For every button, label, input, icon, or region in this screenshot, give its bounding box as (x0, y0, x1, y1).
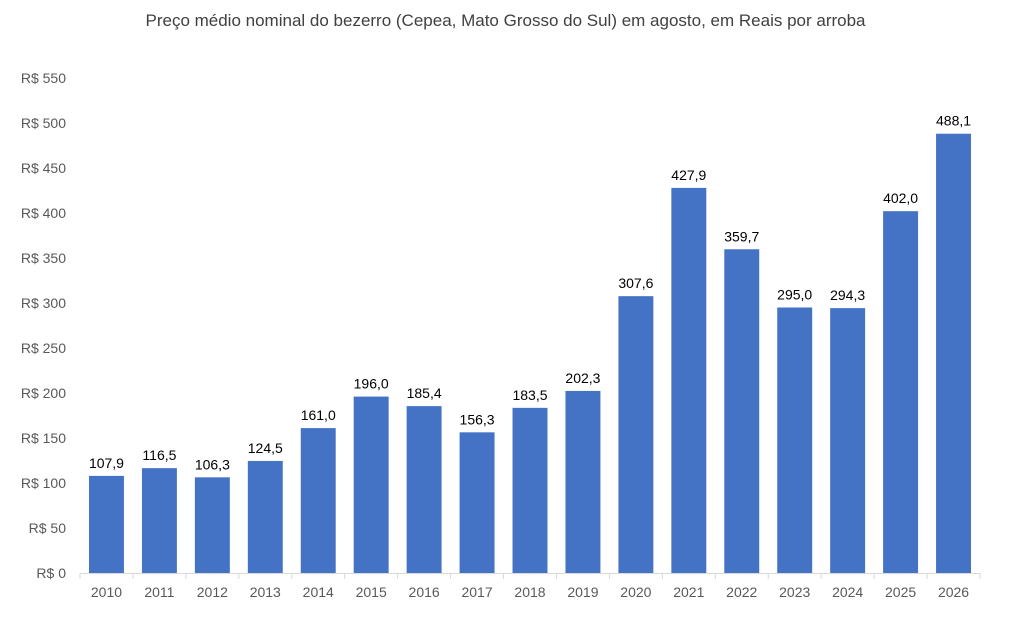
bars-group (89, 133, 971, 573)
x-tick-label: 2019 (567, 584, 598, 600)
data-labels-group: 107,9 116,5 106,3 124,5 161,0 196,0 185,4 156,3… (89, 113, 971, 473)
y-tick-label: R$ 0 (36, 565, 66, 581)
bar (883, 211, 919, 573)
x-tick-label: 2017 (461, 584, 492, 600)
data-label: 107,9 (89, 455, 124, 471)
y-axis-ticks: R$ 0 R$ 50 R$ 100 R$ 150 R$ 200 R$ 250 R$ 300 R… (21, 70, 66, 581)
data-label: 402,0 (883, 190, 918, 206)
y-tick-label: R$ 450 (21, 160, 66, 176)
data-label: 359,7 (724, 228, 759, 244)
data-label: 116,5 (142, 447, 176, 463)
x-tick-label: 2020 (620, 584, 651, 600)
y-tick-label: R$ 100 (21, 475, 66, 491)
data-label: 196,0 (354, 376, 389, 392)
data-label: 106,3 (195, 456, 230, 472)
x-tick-label: 2010 (91, 584, 122, 600)
y-tick-label: R$ 200 (21, 385, 66, 401)
y-tick-label: R$ 300 (21, 295, 66, 311)
y-tick-label: R$ 550 (21, 70, 66, 86)
x-tick-label: 2012 (197, 584, 228, 600)
bar (406, 406, 442, 573)
bar (724, 249, 760, 573)
data-label: 156,3 (460, 411, 495, 427)
bar (247, 460, 283, 573)
data-label: 183,5 (512, 387, 547, 403)
data-label: 488,1 (936, 113, 971, 129)
x-tick-label: 2015 (356, 584, 387, 600)
chart-title: Preço médio nominal do bezerro (Cepea, M… (145, 11, 866, 30)
x-tick-label: 2026 (938, 584, 969, 600)
x-tick-label: 2022 (726, 584, 757, 600)
x-tick-label: 2018 (514, 584, 545, 600)
data-label: 124,5 (248, 440, 283, 456)
data-label: 307,6 (618, 275, 653, 291)
x-tick-label: 2011 (144, 584, 174, 600)
data-label: 161,0 (301, 407, 336, 423)
data-label: 295,0 (777, 287, 812, 303)
x-axis-ticks: 2010 2011 2012 2013 2014 2015 2016 2017 2018 2019… (91, 584, 969, 600)
bar (565, 390, 601, 573)
x-tick-label: 2024 (832, 584, 863, 600)
bar (89, 475, 124, 573)
y-tick-label: R$ 150 (21, 430, 66, 446)
x-tick-label: 2013 (250, 584, 281, 600)
bar (777, 307, 813, 573)
x-tick-label: 2016 (409, 584, 440, 600)
x-tick-label: 2023 (779, 584, 810, 600)
y-tick-label: R$ 350 (21, 250, 66, 266)
bar (936, 133, 971, 573)
data-label: 202,3 (565, 370, 600, 386)
data-label: 185,4 (407, 385, 442, 401)
bar (300, 428, 336, 573)
y-tick-label: R$ 400 (21, 205, 66, 221)
x-tick-label: 2014 (303, 584, 334, 600)
data-label: 294,3 (830, 287, 865, 303)
bar (141, 468, 177, 573)
x-tick-label: 2025 (885, 584, 916, 600)
x-axis (79, 573, 981, 579)
y-tick-label: R$ 50 (29, 520, 67, 536)
y-tick-label: R$ 500 (21, 115, 66, 131)
bar (353, 396, 389, 573)
x-tick-label: 2021 (673, 584, 704, 600)
bar (618, 296, 654, 573)
bar (459, 432, 495, 573)
bar (671, 187, 707, 573)
bar (830, 308, 866, 573)
y-tick-label: R$ 250 (21, 340, 66, 356)
bar (194, 477, 230, 573)
data-label: 427,9 (671, 167, 706, 183)
bar (512, 407, 548, 573)
